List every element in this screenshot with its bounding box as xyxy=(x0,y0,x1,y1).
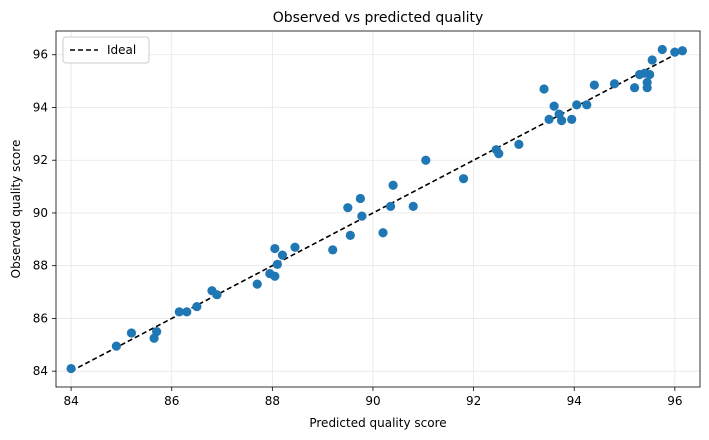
data-point xyxy=(647,55,657,65)
data-point xyxy=(645,69,655,80)
y-tick-label: 90 xyxy=(33,206,48,220)
data-point xyxy=(421,155,431,165)
data-point xyxy=(539,84,549,94)
data-point xyxy=(270,243,280,254)
data-points xyxy=(66,44,687,374)
data-point xyxy=(557,116,567,126)
data-point xyxy=(388,180,398,190)
legend-ideal-label: Ideal xyxy=(107,43,136,57)
data-point xyxy=(494,149,504,159)
data-point xyxy=(212,290,222,300)
data-point xyxy=(126,328,137,338)
data-point xyxy=(582,100,592,110)
data-point xyxy=(572,100,582,110)
plot-frame xyxy=(55,30,701,388)
data-point xyxy=(514,139,524,149)
y-tick-label: 94 xyxy=(33,100,48,114)
grid-lines xyxy=(56,31,700,387)
data-point xyxy=(328,245,338,255)
data-point xyxy=(277,250,288,260)
x-tick-label: 94 xyxy=(567,394,582,408)
data-point xyxy=(549,101,559,111)
data-point xyxy=(677,46,687,56)
data-point xyxy=(385,201,396,211)
data-point xyxy=(343,203,353,213)
data-point xyxy=(272,259,282,269)
data-point xyxy=(378,228,388,238)
y-tick-label: 84 xyxy=(33,364,48,378)
y-tick-label: 96 xyxy=(33,48,48,62)
data-point xyxy=(290,242,300,252)
data-point xyxy=(252,279,262,289)
y-tick-label: 92 xyxy=(33,153,48,167)
data-point xyxy=(355,193,365,204)
data-point xyxy=(182,307,192,317)
y-axis-title: Observed quality score xyxy=(9,140,23,279)
data-point xyxy=(192,301,202,312)
data-point xyxy=(458,174,469,184)
data-point xyxy=(544,114,554,124)
data-point xyxy=(609,79,620,89)
x-tick-label: 96 xyxy=(667,394,682,408)
x-tick-label: 84 xyxy=(63,394,78,408)
x-tick-label: 92 xyxy=(466,394,481,408)
axis-ticks: 84 86 88 90 92 94 96 84 86 88 90 92 94 96 xyxy=(33,48,683,408)
data-point xyxy=(657,44,667,55)
data-point xyxy=(111,341,121,351)
data-point xyxy=(589,80,599,90)
ideal-line-layer xyxy=(70,50,683,372)
data-point xyxy=(270,271,280,281)
x-tick-label: 88 xyxy=(265,394,280,408)
data-point xyxy=(408,201,418,211)
data-point xyxy=(567,114,577,124)
data-point xyxy=(629,83,640,93)
data-point xyxy=(345,230,355,240)
x-axis-title: Predicted quality score xyxy=(309,416,446,430)
x-tick-label: 86 xyxy=(164,394,179,408)
data-point xyxy=(357,211,367,221)
y-tick-label: 86 xyxy=(33,311,48,325)
data-point xyxy=(152,327,162,337)
x-tick-label: 90 xyxy=(365,394,380,408)
data-point xyxy=(66,363,76,374)
y-tick-label: 88 xyxy=(33,259,48,273)
data-point xyxy=(642,83,652,93)
data-point xyxy=(174,307,184,317)
ideal-line xyxy=(70,50,683,372)
legend-box xyxy=(62,36,150,64)
data-point xyxy=(670,47,680,57)
legend: Ideal xyxy=(62,36,150,64)
chart-title: Observed vs predicted quality xyxy=(273,10,484,26)
